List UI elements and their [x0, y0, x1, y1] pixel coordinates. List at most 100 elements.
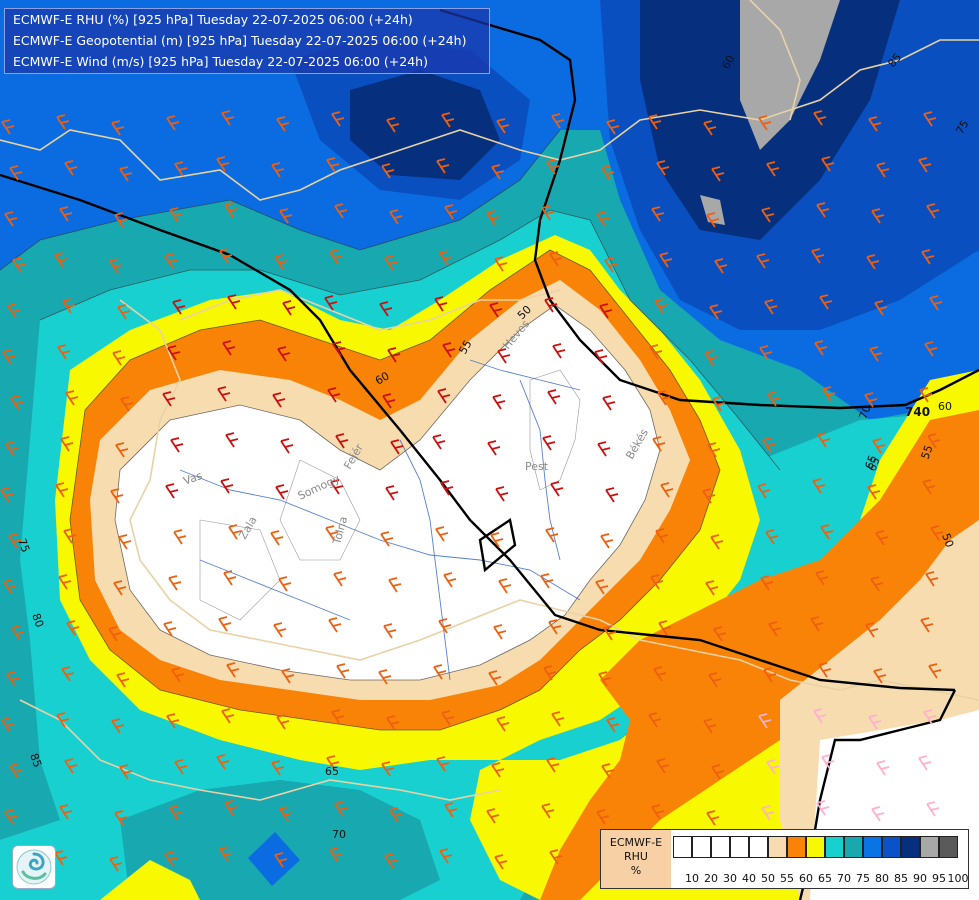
- wind-barb: [1, 717, 15, 733]
- wind-barb: [279, 208, 293, 224]
- wind-barb: [223, 570, 237, 586]
- wind-barb: [496, 118, 510, 134]
- contour-label: 60: [719, 53, 737, 72]
- wind-barb: [108, 626, 122, 642]
- wind-barb: [110, 488, 124, 504]
- wind-barb: [866, 254, 880, 270]
- wind-barb: [819, 294, 833, 310]
- wind-barb: [822, 386, 836, 402]
- wind-barb: [656, 758, 670, 774]
- legend-tick: 10: [685, 872, 699, 885]
- wind-barb: [166, 115, 180, 131]
- wind-barb: [117, 304, 131, 320]
- legend-tick: 20: [704, 872, 718, 885]
- region-label-vas: Vas: [182, 469, 205, 488]
- wind-barb: [432, 434, 446, 450]
- wind-barb: [112, 350, 126, 366]
- wind-barb: [543, 665, 557, 681]
- wind-barb: [656, 160, 670, 176]
- wind-barb: [491, 762, 505, 778]
- wind-barb: [169, 207, 183, 223]
- contour-label: 60: [373, 369, 392, 387]
- wind-barb: [444, 802, 458, 818]
- wind-barb: [930, 525, 944, 541]
- wind-barb: [386, 117, 400, 133]
- wind-barb: [921, 249, 935, 265]
- wind-barb: [486, 808, 500, 824]
- wind-barb: [439, 250, 453, 266]
- contour-label: 55: [919, 443, 936, 461]
- legend-tick: 60: [799, 872, 813, 885]
- wind-barb: [711, 764, 725, 780]
- contour-label: 80: [29, 612, 46, 630]
- wind-barb: [919, 387, 933, 403]
- rhu-legend: ECMWF-E RHU % 10 20 30 40 50 55 60 65 70 75 80 85 90…: [600, 829, 969, 889]
- wind-barb: [926, 801, 940, 817]
- wind-barb: [6, 671, 20, 687]
- wind-barb: [604, 257, 618, 273]
- wind-barb: [442, 342, 456, 358]
- contour-label: 70: [857, 403, 874, 421]
- wind-barb: [761, 207, 775, 223]
- legend-swatch: [692, 836, 711, 858]
- wind-barb: [384, 853, 398, 869]
- wind-barb: [433, 664, 447, 680]
- wind-barb: [759, 345, 773, 361]
- wind-barb: [218, 616, 232, 632]
- wind-barb: [1, 119, 15, 135]
- wind-barb: [381, 163, 395, 179]
- wind-barb: [4, 809, 18, 825]
- geopotential-label: 740: [905, 405, 930, 419]
- wind-barb: [12, 257, 26, 273]
- wind-barb: [57, 344, 71, 360]
- wind-barb: [436, 158, 450, 174]
- legend-tick: 50: [761, 872, 775, 885]
- wind-barb: [761, 805, 775, 821]
- legend-swatch: [673, 836, 692, 858]
- wind-barb: [762, 437, 776, 453]
- legend-swatch: [901, 836, 920, 858]
- wind-barb: [706, 810, 720, 826]
- wind-barbs: [0, 110, 944, 872]
- wind-barb: [221, 708, 235, 724]
- wind-barb: [711, 166, 725, 182]
- wind-barb: [228, 524, 242, 540]
- legend-tick: 75: [856, 872, 870, 885]
- wind-barb: [602, 395, 616, 411]
- wind-barb: [390, 439, 404, 455]
- wind-barb: [495, 486, 509, 502]
- wind-barb: [216, 156, 230, 172]
- wind-barb: [649, 344, 663, 360]
- wind-barb: [217, 386, 231, 402]
- legend-swatch: [863, 836, 882, 858]
- legend-tick: 30: [723, 872, 737, 885]
- wind-barb: [119, 166, 133, 182]
- wind-barb: [62, 298, 76, 314]
- legend-tick: 80: [875, 872, 889, 885]
- wind-barb: [546, 159, 560, 175]
- wind-barb: [708, 672, 722, 688]
- wind-barb: [437, 388, 451, 404]
- wind-barb: [59, 804, 73, 820]
- wind-barb: [498, 578, 512, 594]
- wind-barb: [216, 754, 230, 770]
- wind-barb: [869, 346, 883, 362]
- wind-barb: [926, 203, 940, 219]
- wind-barb: [114, 212, 128, 228]
- wind-barb: [220, 478, 234, 494]
- wind-barb: [648, 712, 662, 728]
- wind-barb: [444, 204, 458, 220]
- wind-barb: [435, 526, 449, 542]
- contour-label: 50: [939, 532, 956, 550]
- legend-tick: 85: [894, 872, 908, 885]
- wind-barb: [813, 110, 827, 126]
- wind-barb: [54, 850, 68, 866]
- wind-barb: [601, 165, 615, 181]
- wind-barb: [64, 758, 78, 774]
- wind-barb: [276, 116, 290, 132]
- wind-barb: [111, 120, 125, 136]
- wind-barb: [713, 626, 727, 642]
- wind-barb: [489, 302, 503, 318]
- wind-barb: [386, 715, 400, 731]
- wind-barb: [927, 433, 941, 449]
